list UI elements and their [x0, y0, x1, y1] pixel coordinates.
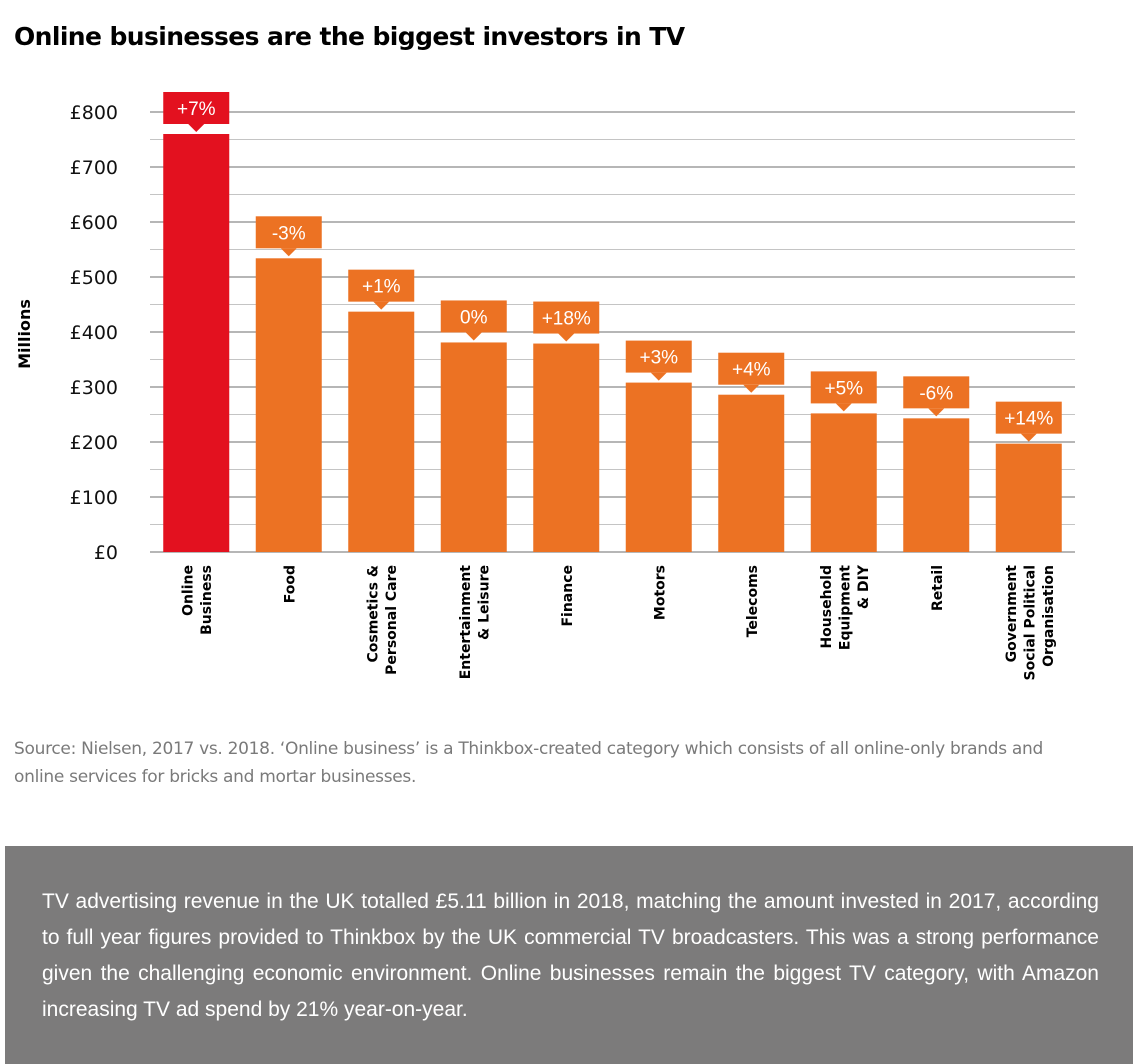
x-tick-label-line: & Leisure	[477, 565, 493, 640]
change-badge	[625, 340, 692, 373]
change-label: +14%	[1004, 409, 1053, 430]
x-tick-label: Government Social Political Organisation	[1004, 565, 1057, 681]
x-tick-label-line: Motors	[652, 565, 668, 620]
x-tick-label-line: & DIY	[856, 564, 872, 609]
bar	[903, 418, 970, 552]
y-tick-label: £100	[70, 487, 118, 509]
bar	[163, 134, 230, 552]
x-tick-label-line: Telecoms	[745, 565, 761, 637]
bar	[533, 343, 600, 552]
bar	[440, 342, 507, 552]
x-tick-label: Household Equipment & DIY	[819, 564, 872, 650]
bars: +7% -3% +1% 0% +18% +3% +4% +5% -6% +14%	[163, 92, 1062, 552]
bar	[718, 394, 785, 552]
change-badge	[348, 269, 415, 302]
change-label: +1%	[362, 277, 401, 298]
change-label: +7%	[177, 99, 216, 120]
change-badge	[255, 216, 322, 249]
x-tick-label-line: Social Political	[1022, 565, 1038, 680]
change-badge-pointer	[1020, 433, 1037, 442]
change-badge-pointer	[280, 248, 297, 257]
x-tick-label-line: Personal Care	[384, 565, 400, 675]
change-badge-pointer	[373, 301, 390, 310]
bar	[810, 413, 877, 552]
x-tick-label-line: Retail	[930, 565, 946, 611]
change-badge-pointer	[835, 403, 852, 412]
y-axis-label: Millions	[15, 299, 34, 369]
x-tick-label-line: Finance	[560, 565, 576, 627]
x-tick-label-line: Equipment	[837, 565, 853, 650]
bar	[995, 443, 1062, 552]
change-label: +5%	[824, 378, 863, 399]
x-tick-label-line: Government	[1004, 565, 1020, 663]
y-tick-label: £200	[70, 432, 118, 454]
x-tick-label: Cosmetics & Personal Care	[366, 565, 401, 675]
change-badge-pointer	[743, 384, 760, 393]
x-tick-label-line: Entertainment	[458, 565, 474, 680]
change-label: +3%	[639, 348, 678, 369]
bar	[625, 382, 692, 552]
bar	[255, 258, 322, 552]
y-tick-label: £400	[70, 322, 118, 344]
change-badge	[903, 376, 970, 409]
y-tick-label: £500	[70, 267, 118, 289]
y-tick-label: £800	[70, 102, 118, 124]
change-badge	[718, 352, 785, 385]
x-tick-label: Motors	[652, 565, 668, 620]
x-tick-label: Finance	[560, 565, 576, 627]
x-tick-label: Online Business	[181, 565, 216, 635]
summary-text: TV advertising revenue in the UK totalle…	[42, 890, 1099, 1021]
y-axis-ticks: £0 £100 £200 £300 £400 £500 £600 £700 £800	[70, 102, 118, 564]
x-tick-label: Telecoms	[745, 565, 761, 637]
change-label: +18%	[542, 309, 591, 330]
change-badge	[163, 92, 230, 124]
y-tick-label: £300	[70, 377, 118, 399]
summary-panel: TV advertising revenue in the UK totalle…	[5, 846, 1133, 1064]
change-badge-pointer	[465, 332, 482, 341]
change-badge-pointer	[650, 372, 667, 381]
chart-title: Online businesses are the biggest invest…	[14, 22, 685, 51]
change-badge	[440, 300, 507, 333]
change-label: -6%	[919, 383, 953, 404]
x-tick-label: Entertainment & Leisure	[458, 565, 493, 680]
x-tick-label-line: Food	[282, 565, 298, 603]
change-label: 0%	[460, 307, 488, 328]
change-label: +4%	[732, 360, 771, 381]
change-badge	[533, 301, 600, 334]
change-badge-pointer	[188, 124, 205, 132]
change-badge	[810, 371, 877, 404]
x-axis-ticks: Online Business Food Cosmetics & Personal Ca…	[181, 564, 1057, 680]
x-tick-label-line: Organisation	[1041, 565, 1057, 667]
change-badge-pointer	[928, 408, 945, 417]
change-badge-pointer	[558, 333, 575, 342]
x-tick-label-line: Cosmetics &	[366, 565, 382, 663]
y-tick-label: £700	[70, 157, 118, 179]
x-tick-label-line: Business	[199, 565, 215, 635]
x-tick-label-line: Household	[819, 565, 835, 649]
y-tick-label: £600	[70, 212, 118, 234]
y-tick-label: £0	[94, 542, 118, 564]
x-tick-label-line: Online	[181, 565, 197, 616]
change-badge	[995, 401, 1062, 434]
source-note: Source: Nielsen, 2017 vs. 2018. ‘Online …	[14, 739, 1043, 787]
x-tick-label: Food	[282, 565, 298, 603]
x-tick-label: Retail	[930, 565, 946, 611]
bar-chart: £0 £100 £200 £300 £400 £500 £600 £700 £800 Milli…	[15, 92, 1075, 680]
change-label: -3%	[272, 223, 306, 244]
bar	[348, 311, 415, 552]
